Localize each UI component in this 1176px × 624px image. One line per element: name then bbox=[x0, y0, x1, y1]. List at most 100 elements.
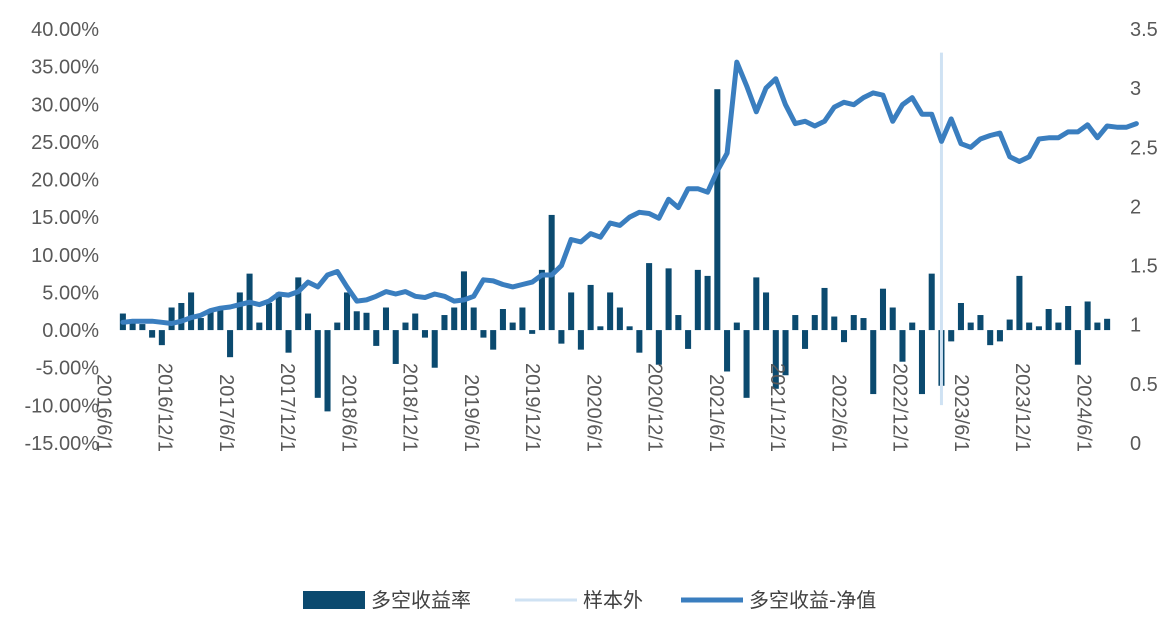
x-tick-label: 2023/12/1 bbox=[1011, 363, 1033, 452]
bar bbox=[1084, 301, 1091, 331]
bar bbox=[266, 302, 273, 331]
bar bbox=[1094, 322, 1101, 331]
bar bbox=[763, 292, 770, 331]
x-tick-label: 2019/6/1 bbox=[460, 374, 482, 452]
bar bbox=[568, 292, 575, 331]
net-value-line bbox=[120, 59, 1139, 326]
x-tick-label: 2024/6/1 bbox=[1072, 374, 1094, 452]
bar bbox=[1055, 322, 1062, 331]
y-left-tick-label: 10.00% bbox=[31, 245, 99, 267]
x-tick-label: 2023/6/1 bbox=[950, 374, 972, 452]
bar bbox=[217, 307, 224, 331]
y-left-tick-label: 30.00% bbox=[31, 94, 99, 116]
bar bbox=[343, 292, 351, 331]
y-right-tick-label: 2 bbox=[1130, 196, 1141, 218]
bar bbox=[967, 322, 974, 331]
x-tick-label: 2022/12/1 bbox=[889, 363, 911, 452]
bar bbox=[295, 277, 302, 331]
bar bbox=[636, 330, 643, 353]
bar bbox=[519, 307, 526, 331]
legend-label: 多空收益-净值 bbox=[749, 588, 876, 612]
bar bbox=[236, 292, 243, 331]
y-right-tick-label: 0.5 bbox=[1130, 374, 1158, 396]
bar bbox=[256, 322, 263, 331]
bar bbox=[275, 292, 282, 331]
x-tick-label: 2016/6/1 bbox=[92, 374, 114, 452]
y-right-tick-label: 2.5 bbox=[1130, 137, 1158, 159]
bar bbox=[324, 330, 331, 412]
y-left-tick-label: -15.00% bbox=[25, 433, 100, 455]
bar bbox=[412, 313, 419, 331]
y-left-tick-label: 20.00% bbox=[31, 170, 99, 192]
bar bbox=[996, 330, 1003, 342]
y-left-tick-label: 35.00% bbox=[31, 57, 99, 79]
x-tick-label: 2019/12/1 bbox=[521, 363, 543, 452]
bar bbox=[1035, 326, 1042, 331]
bar bbox=[197, 318, 204, 331]
bar bbox=[480, 330, 487, 338]
bar bbox=[860, 318, 867, 331]
bar bbox=[353, 311, 360, 331]
bar bbox=[207, 310, 214, 331]
bar bbox=[850, 315, 857, 331]
legend-swatch-bar bbox=[303, 591, 365, 609]
bar bbox=[499, 309, 506, 331]
y-left-tick-label: -10.00% bbox=[25, 395, 100, 417]
bar bbox=[421, 330, 428, 338]
x-tick-label: 2022/6/1 bbox=[827, 374, 849, 452]
bar bbox=[753, 277, 760, 331]
bar bbox=[1074, 330, 1081, 365]
bar bbox=[802, 330, 809, 349]
bar bbox=[538, 269, 545, 331]
bar bbox=[811, 315, 818, 331]
y-left-tick-label: 5.00% bbox=[42, 282, 99, 304]
bar bbox=[363, 312, 370, 331]
x-tick-label: 2018/6/1 bbox=[337, 374, 359, 452]
y-left-tick-label: 40.00% bbox=[31, 19, 99, 41]
bar bbox=[158, 330, 165, 346]
bar bbox=[694, 269, 701, 331]
bar bbox=[685, 330, 692, 349]
bar bbox=[334, 322, 341, 331]
bar bbox=[305, 313, 312, 331]
x-tick-label: 2016/12/1 bbox=[154, 363, 176, 452]
bar bbox=[139, 324, 146, 331]
x-tick-label: 2021/12/1 bbox=[766, 363, 788, 452]
bar bbox=[314, 330, 321, 398]
bar bbox=[607, 292, 614, 331]
x-tick-label: 2017/6/1 bbox=[215, 374, 237, 452]
bar bbox=[782, 330, 789, 376]
bar bbox=[724, 330, 731, 372]
bar bbox=[178, 302, 185, 331]
bar bbox=[188, 292, 195, 331]
y-left-tick-label: 15.00% bbox=[31, 207, 99, 229]
bar bbox=[928, 273, 935, 331]
bar bbox=[1045, 309, 1052, 331]
bar bbox=[646, 263, 653, 331]
bar bbox=[899, 330, 906, 362]
bar bbox=[451, 307, 458, 331]
bar bbox=[597, 326, 604, 331]
bar bbox=[149, 330, 156, 338]
bar bbox=[509, 322, 516, 331]
bar bbox=[431, 330, 438, 368]
bar bbox=[948, 330, 955, 342]
bar bbox=[129, 322, 136, 331]
bar bbox=[382, 307, 390, 331]
y-left-tick-label: -5.00% bbox=[36, 358, 100, 380]
bar bbox=[168, 307, 175, 331]
x-tick-label: 2020/12/1 bbox=[644, 363, 666, 452]
bar bbox=[879, 288, 887, 331]
bar bbox=[665, 268, 672, 331]
bar bbox=[587, 284, 594, 331]
bar bbox=[373, 330, 380, 346]
legend-label: 样本外 bbox=[583, 588, 643, 612]
y-right-tick-label: 3.5 bbox=[1130, 19, 1158, 41]
bar bbox=[918, 330, 925, 395]
bar bbox=[1026, 322, 1033, 331]
bar bbox=[987, 330, 994, 346]
bar bbox=[821, 287, 828, 331]
y-left-tick-label: 0.00% bbox=[42, 320, 99, 342]
bar bbox=[1065, 306, 1072, 331]
